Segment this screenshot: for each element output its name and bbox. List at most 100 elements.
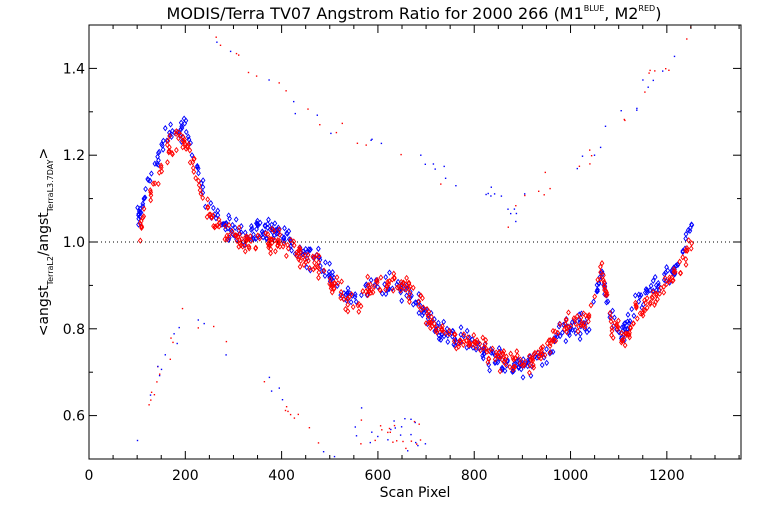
data-point — [480, 352, 485, 359]
data-point — [314, 263, 320, 270]
outlier-dot — [294, 112, 296, 115]
outlier-dot — [624, 119, 626, 122]
outlier-dot — [396, 440, 398, 442]
data-point — [406, 285, 412, 292]
data-point — [658, 284, 664, 292]
outlier-dot — [402, 440, 404, 443]
outlier-dot — [289, 413, 292, 416]
data-point — [433, 324, 439, 331]
data-point — [588, 302, 594, 309]
data-point — [602, 286, 607, 294]
outlier-dot — [434, 168, 436, 170]
data-point — [655, 296, 660, 303]
data-point — [227, 215, 232, 222]
data-point — [426, 311, 431, 319]
data-point — [458, 337, 463, 344]
data-point — [557, 320, 563, 328]
data-point — [316, 269, 322, 276]
data-point — [275, 224, 281, 231]
data-point — [348, 298, 354, 306]
outlier-dot — [410, 433, 412, 436]
data-point — [609, 327, 615, 335]
data-point — [650, 288, 656, 296]
data-point — [137, 237, 143, 244]
outlier-dot — [410, 418, 412, 420]
data-point — [266, 244, 271, 251]
data-point — [447, 327, 452, 334]
data-point — [316, 245, 321, 252]
data-point — [671, 268, 677, 276]
data-point — [452, 331, 458, 338]
data-point — [530, 361, 536, 369]
outlier-dot — [673, 55, 676, 58]
outlier-dot — [424, 163, 426, 165]
outlier-dot — [173, 333, 175, 335]
outlier-dot — [400, 426, 403, 428]
data-point — [289, 247, 294, 254]
data-point — [592, 293, 598, 300]
data-point — [205, 203, 211, 211]
data-point — [562, 325, 567, 333]
outlier-dot — [377, 435, 379, 438]
outlier-dot — [416, 443, 418, 445]
data-point — [503, 361, 509, 368]
data-point — [329, 283, 335, 290]
data-point — [683, 230, 689, 238]
data-point — [485, 359, 491, 366]
data-point — [237, 236, 242, 244]
outlier-dot — [308, 427, 311, 429]
outlier-dot — [388, 427, 391, 430]
data-point — [297, 244, 302, 251]
data-point — [345, 285, 351, 292]
data-point — [305, 251, 311, 258]
data-point — [511, 356, 516, 363]
data-point — [661, 283, 667, 290]
data-point — [216, 216, 222, 223]
data-point — [334, 274, 340, 281]
data-point — [689, 221, 694, 228]
outlier-dot — [413, 420, 416, 423]
data-point — [502, 356, 508, 363]
data-point — [527, 362, 533, 369]
data-point — [570, 326, 575, 333]
data-point — [233, 216, 239, 223]
data-point — [566, 329, 572, 337]
data-point — [550, 348, 556, 356]
outlier-dot — [371, 431, 373, 433]
outlier-dot — [197, 319, 199, 321]
data-point — [265, 220, 271, 228]
data-point — [410, 301, 416, 308]
outlier-dot — [360, 443, 362, 445]
data-point — [472, 338, 477, 346]
data-point — [166, 149, 172, 156]
data-point — [483, 340, 488, 347]
data-point — [623, 319, 628, 327]
data-point — [563, 317, 569, 324]
data-point — [650, 294, 656, 302]
data-point — [465, 334, 471, 341]
data-point — [373, 276, 379, 284]
x-tick-label: 1000 — [553, 468, 589, 484]
chart-title: MODIS/Terra TV07 Angstrom Ratio for 2000… — [167, 4, 662, 23]
data-point — [608, 318, 614, 325]
data-point — [222, 220, 228, 228]
data-point — [578, 314, 584, 321]
outlier-dot — [440, 183, 442, 185]
data-point — [350, 303, 356, 311]
data-point — [648, 299, 653, 306]
data-point — [145, 175, 151, 183]
data-point — [683, 256, 689, 263]
data-point — [512, 363, 518, 370]
outlier-dot — [178, 326, 180, 329]
outlier-dot — [285, 90, 287, 92]
data-point — [187, 147, 193, 154]
data-point — [538, 345, 544, 352]
data-point — [492, 356, 498, 363]
data-point — [280, 243, 286, 250]
data-point — [496, 353, 501, 360]
data-point — [226, 221, 232, 229]
data-point — [453, 345, 459, 352]
data-point — [684, 244, 690, 252]
outlier-dot — [225, 340, 228, 343]
data-point — [637, 293, 643, 300]
